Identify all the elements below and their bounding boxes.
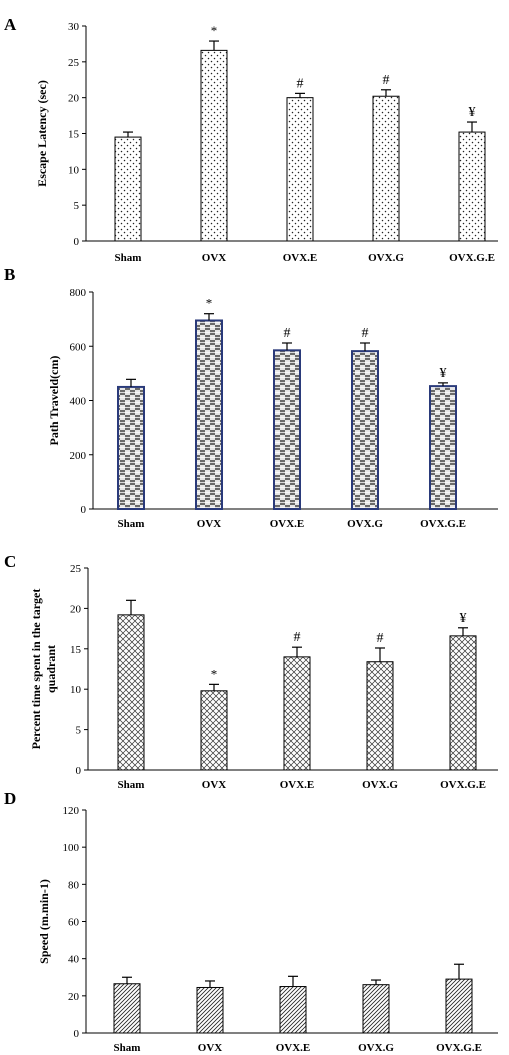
bar [279, 986, 307, 1034]
panel-c: C 0 5 10 15 20 25 Percent time spent in the tar… [4, 552, 498, 791]
y-axis-label-line: quadrant [44, 645, 58, 693]
x-tick-label: OVX.E [283, 252, 318, 264]
significance-marker: # [383, 73, 390, 88]
x-tick-label: Sham [114, 1042, 141, 1054]
significance-marker: # [297, 76, 304, 91]
y-tick-label: 800 [70, 287, 87, 299]
x-tick-label: OVX.G [347, 518, 383, 530]
panel-d: D 0 20 40 60 80 100 120 Speed (m.min-1) Sham OVX OV… [4, 789, 498, 1054]
x-tick-label: OVX [202, 779, 227, 791]
x-tick-label: OVX.E [280, 779, 315, 791]
significance-marker: # [362, 326, 369, 341]
y-tick-label: 0 [74, 236, 80, 248]
significance-marker: ¥ [460, 611, 467, 626]
bar [195, 319, 223, 511]
bar [366, 661, 394, 771]
x-tick-label: OVX [202, 252, 227, 264]
bar [117, 385, 145, 510]
y-tick-label: 200 [70, 450, 87, 462]
y-axis-label: Percent time spent in the targetquadrant [29, 589, 58, 750]
bar [351, 350, 379, 510]
significance-marker: ¥ [469, 105, 476, 120]
y-axis-label-line: Percent time spent in the target [29, 589, 43, 750]
y-axis-label: Speed (m.min-1) [37, 879, 51, 964]
y-tick-label: 15 [68, 129, 80, 141]
y-tick-label: 100 [63, 842, 80, 854]
significance-marker: # [284, 326, 291, 341]
bar [114, 136, 142, 242]
significance-marker: # [294, 630, 301, 645]
y-tick-label: 0 [81, 504, 87, 516]
y-tick-label: 20 [68, 93, 80, 105]
y-tick-label: 10 [68, 164, 80, 176]
bar [429, 385, 457, 510]
bar [117, 614, 145, 771]
x-tick-label: OVX.G [358, 1042, 394, 1054]
y-tick-label: 20 [68, 991, 80, 1003]
significance-marker: # [377, 631, 384, 646]
x-tick-label: Sham [118, 779, 145, 791]
bar [362, 984, 390, 1034]
y-tick-label: 120 [63, 805, 80, 817]
y-axis-label: Escape Latency (sec) [35, 80, 49, 187]
significance-marker: * [206, 296, 213, 311]
x-tick-label: OVX.E [270, 518, 305, 530]
x-tick-label: OVX.E [276, 1042, 311, 1054]
x-tick-label: OVX.G.E [449, 252, 495, 264]
y-tick-label: 40 [68, 954, 80, 966]
y-tick-label: 5 [74, 200, 80, 212]
x-tick-label: OVX.G.E [420, 518, 466, 530]
x-tick-label: OVX.G.E [436, 1042, 482, 1054]
y-tick-label: 600 [70, 341, 87, 353]
significance-marker: * [211, 666, 218, 681]
x-tick-label: OVX.G [368, 252, 404, 264]
y-tick-label: 80 [68, 879, 80, 891]
bar [372, 95, 400, 242]
panel-a: A 0 5 10 15 20 25 30 Escape Latency (sec) Sham * OV… [4, 15, 498, 264]
x-tick-label: OVX [198, 1042, 223, 1054]
bar [200, 690, 228, 771]
bar [200, 49, 228, 242]
panel-letter: D [4, 789, 16, 808]
bar [273, 349, 301, 510]
y-tick-label: 25 [68, 57, 80, 69]
significance-marker: ¥ [440, 366, 447, 381]
y-axis-label: Path Traveld(cm) [47, 356, 61, 446]
y-tick-label: 0 [74, 1028, 80, 1040]
y-tick-label: 15 [70, 644, 82, 656]
y-tick-label: 60 [68, 917, 80, 929]
panel-letter: A [4, 15, 17, 34]
bar [283, 656, 311, 771]
x-tick-label: OVX [197, 518, 222, 530]
bar [458, 131, 486, 242]
significance-marker: * [211, 23, 218, 38]
x-tick-label: OVX.G [362, 779, 398, 791]
y-tick-label: 400 [70, 396, 87, 408]
x-tick-label: Sham [115, 252, 142, 264]
panel-letter: B [4, 265, 15, 284]
bar [449, 635, 477, 771]
panel-letter: C [4, 552, 16, 571]
y-tick-label: 10 [70, 684, 82, 696]
y-tick-label: 20 [70, 603, 82, 615]
x-tick-label: OVX.G.E [440, 779, 486, 791]
y-tick-label: 5 [76, 725, 82, 737]
y-tick-label: 0 [76, 765, 82, 777]
y-tick-label: 25 [70, 563, 82, 575]
y-tick-label: 30 [68, 21, 80, 33]
bar [445, 978, 473, 1034]
bar [196, 986, 224, 1034]
x-tick-label: Sham [118, 518, 145, 530]
panel-b: B 0 200 400 600 800 Path Traveld(cm) Sham * OVX # O… [4, 265, 498, 530]
bar [113, 983, 141, 1034]
bar [286, 97, 314, 242]
